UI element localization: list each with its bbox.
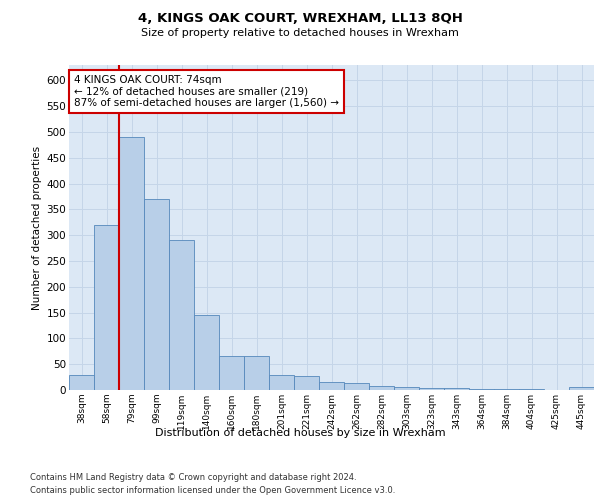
Text: Size of property relative to detached houses in Wrexham: Size of property relative to detached ho… <box>141 28 459 38</box>
Bar <box>419 388 444 390</box>
Text: 4, KINGS OAK COURT, WREXHAM, LL13 8QH: 4, KINGS OAK COURT, WREXHAM, LL13 8QH <box>137 12 463 26</box>
Bar <box>219 356 244 390</box>
Text: Contains HM Land Registry data © Crown copyright and database right 2024.: Contains HM Land Registry data © Crown c… <box>30 472 356 482</box>
Bar <box>144 199 169 390</box>
Bar <box>169 240 194 390</box>
Y-axis label: Number of detached properties: Number of detached properties <box>32 146 43 310</box>
Bar <box>369 386 394 390</box>
Bar <box>244 356 269 390</box>
Text: 4 KINGS OAK COURT: 74sqm
← 12% of detached houses are smaller (219)
87% of semi-: 4 KINGS OAK COURT: 74sqm ← 12% of detach… <box>74 74 339 108</box>
Bar <box>269 374 294 390</box>
Bar <box>569 388 594 390</box>
Text: Distribution of detached houses by size in Wrexham: Distribution of detached houses by size … <box>155 428 445 438</box>
Bar <box>69 374 94 390</box>
Text: Contains public sector information licensed under the Open Government Licence v3: Contains public sector information licen… <box>30 486 395 495</box>
Bar <box>119 137 144 390</box>
Bar <box>194 315 219 390</box>
Bar <box>94 225 119 390</box>
Bar <box>294 376 319 390</box>
Bar <box>469 389 494 390</box>
Bar <box>319 382 344 390</box>
Bar <box>344 384 369 390</box>
Bar <box>444 388 469 390</box>
Bar <box>394 388 419 390</box>
